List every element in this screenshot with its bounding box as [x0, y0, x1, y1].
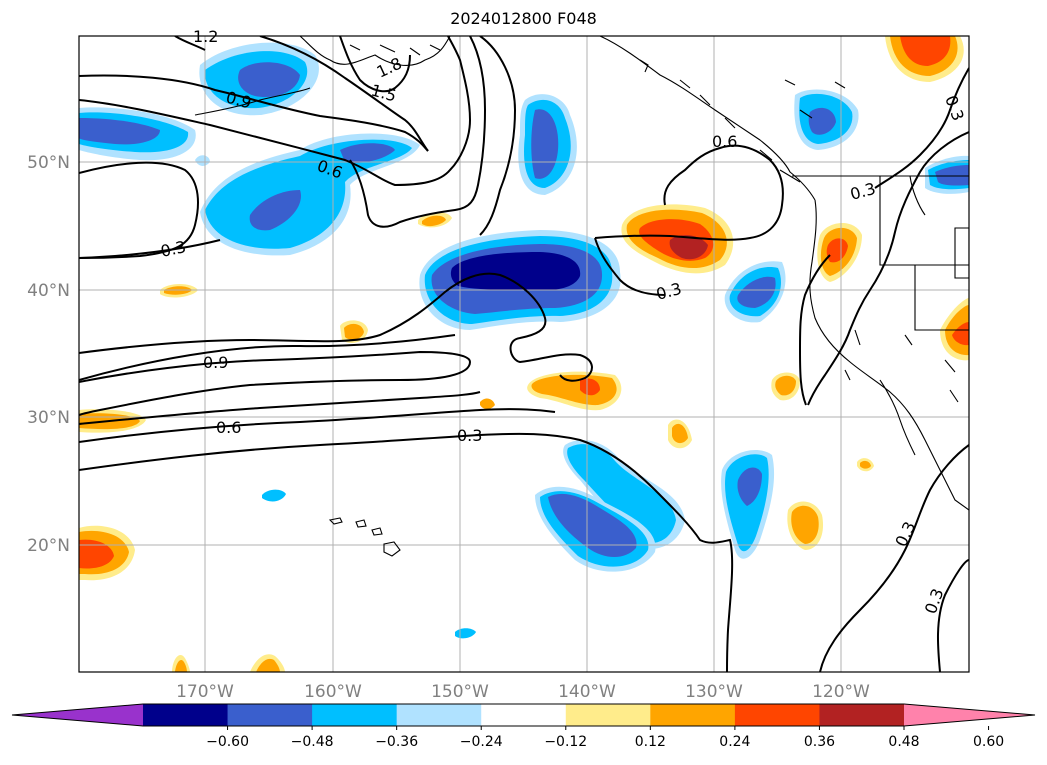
lat-label: 30°N — [27, 408, 70, 428]
colorbar-segment — [565, 704, 651, 726]
contour-label-0-3-se-2: 0.3 — [921, 586, 948, 616]
colorbar-extend-low — [12, 704, 143, 726]
contour-label-0-3-mid: 0.3 — [654, 279, 684, 304]
positive-region-topright — [885, 36, 964, 82]
colorbar-tick-label: 0.12 — [635, 734, 666, 750]
colorbar-tick-label: 0.60 — [973, 734, 1004, 750]
contour-lines — [79, 36, 969, 672]
contour-label-0-3-topright: 0.3 — [941, 93, 968, 123]
colorbar-segment — [396, 704, 482, 726]
map-frame — [78, 35, 970, 673]
colorbar-tick-label: 0.36 — [804, 734, 835, 750]
positive-region-west-coast — [817, 222, 862, 282]
colorbar-tick-label: −0.24 — [460, 734, 503, 750]
contour-label-0-3-west: 0.3 — [159, 237, 188, 261]
positive-region-central — [621, 204, 734, 274]
negative-region-southeast — [535, 440, 685, 572]
contour-label-0-6-south: 0.6 — [216, 418, 241, 437]
colorbar-segment — [312, 704, 398, 726]
shaded-field — [79, 36, 969, 672]
lat-label: 20°N — [27, 536, 70, 556]
contour-label-0-6-bc: 0.6 — [712, 132, 737, 151]
contour-label-0-3-nw-coast: 0.3 — [848, 179, 878, 204]
coastlines — [194, 36, 969, 557]
contour-label-1-5: 1.5 — [369, 81, 399, 106]
negative-region-south-column — [721, 450, 775, 559]
colorbar-segment — [819, 704, 905, 726]
colorbar-segment — [734, 704, 820, 726]
contour-label-1-8: 1.8 — [374, 54, 405, 82]
lon-label: 120°W — [812, 682, 870, 702]
lat-label: 40°N — [27, 281, 70, 301]
chart-title: 2024012800 F048 — [450, 9, 597, 28]
negative-region-east-edge — [925, 155, 969, 194]
negative-region-east-central — [724, 261, 786, 323]
lon-label: 140°W — [558, 682, 616, 702]
colorbar-segment — [227, 704, 313, 726]
colorbar-outline — [11, 703, 1036, 727]
negative-region-central-north — [518, 94, 577, 195]
positive-region-west-edge — [79, 525, 135, 581]
colorbar-extend-high — [904, 704, 1035, 726]
colorbar-segment — [143, 704, 229, 726]
positive-region-east-edge — [940, 298, 969, 361]
colorbar-tick-label: 0.24 — [719, 734, 750, 750]
lat-label: 50°N — [27, 153, 70, 173]
lon-label: 160°W — [304, 682, 362, 702]
colorbar-tick-label: −0.36 — [375, 734, 418, 750]
lon-label: 130°W — [685, 682, 743, 702]
longitude-labels: 170°W 160°W 150°W 140°W 130°W 120°W — [176, 682, 870, 702]
lon-label: 150°W — [431, 682, 489, 702]
colorbar-segment — [650, 704, 736, 726]
colorbar-tick-label: −0.60 — [206, 734, 249, 750]
negative-region-northwest — [199, 42, 319, 116]
colorbar-tick-label: 0.48 — [888, 734, 919, 750]
colorbar-segment — [481, 704, 567, 726]
contour-label-0-9-south: 0.9 — [203, 353, 228, 372]
latitude-labels: 50°N 40°N 30°N 20°N — [27, 153, 70, 556]
colorbar: −0.60 −0.48 −0.36 −0.24 −0.12 0.12 0.24 0.36 0.4… — [11, 703, 1036, 750]
lon-label: 170°W — [176, 682, 234, 702]
negative-small-spots — [195, 155, 476, 639]
positive-region-southcentral — [527, 371, 622, 411]
colorbar-tick-label: −0.48 — [291, 734, 334, 750]
negative-region-central-main — [419, 230, 621, 330]
colorbar-tick-label: −0.12 — [544, 734, 587, 750]
contour-label-0-3-south: 0.3 — [457, 426, 482, 445]
negative-region-west-edge — [79, 107, 196, 161]
negative-region-northeast — [794, 89, 859, 150]
